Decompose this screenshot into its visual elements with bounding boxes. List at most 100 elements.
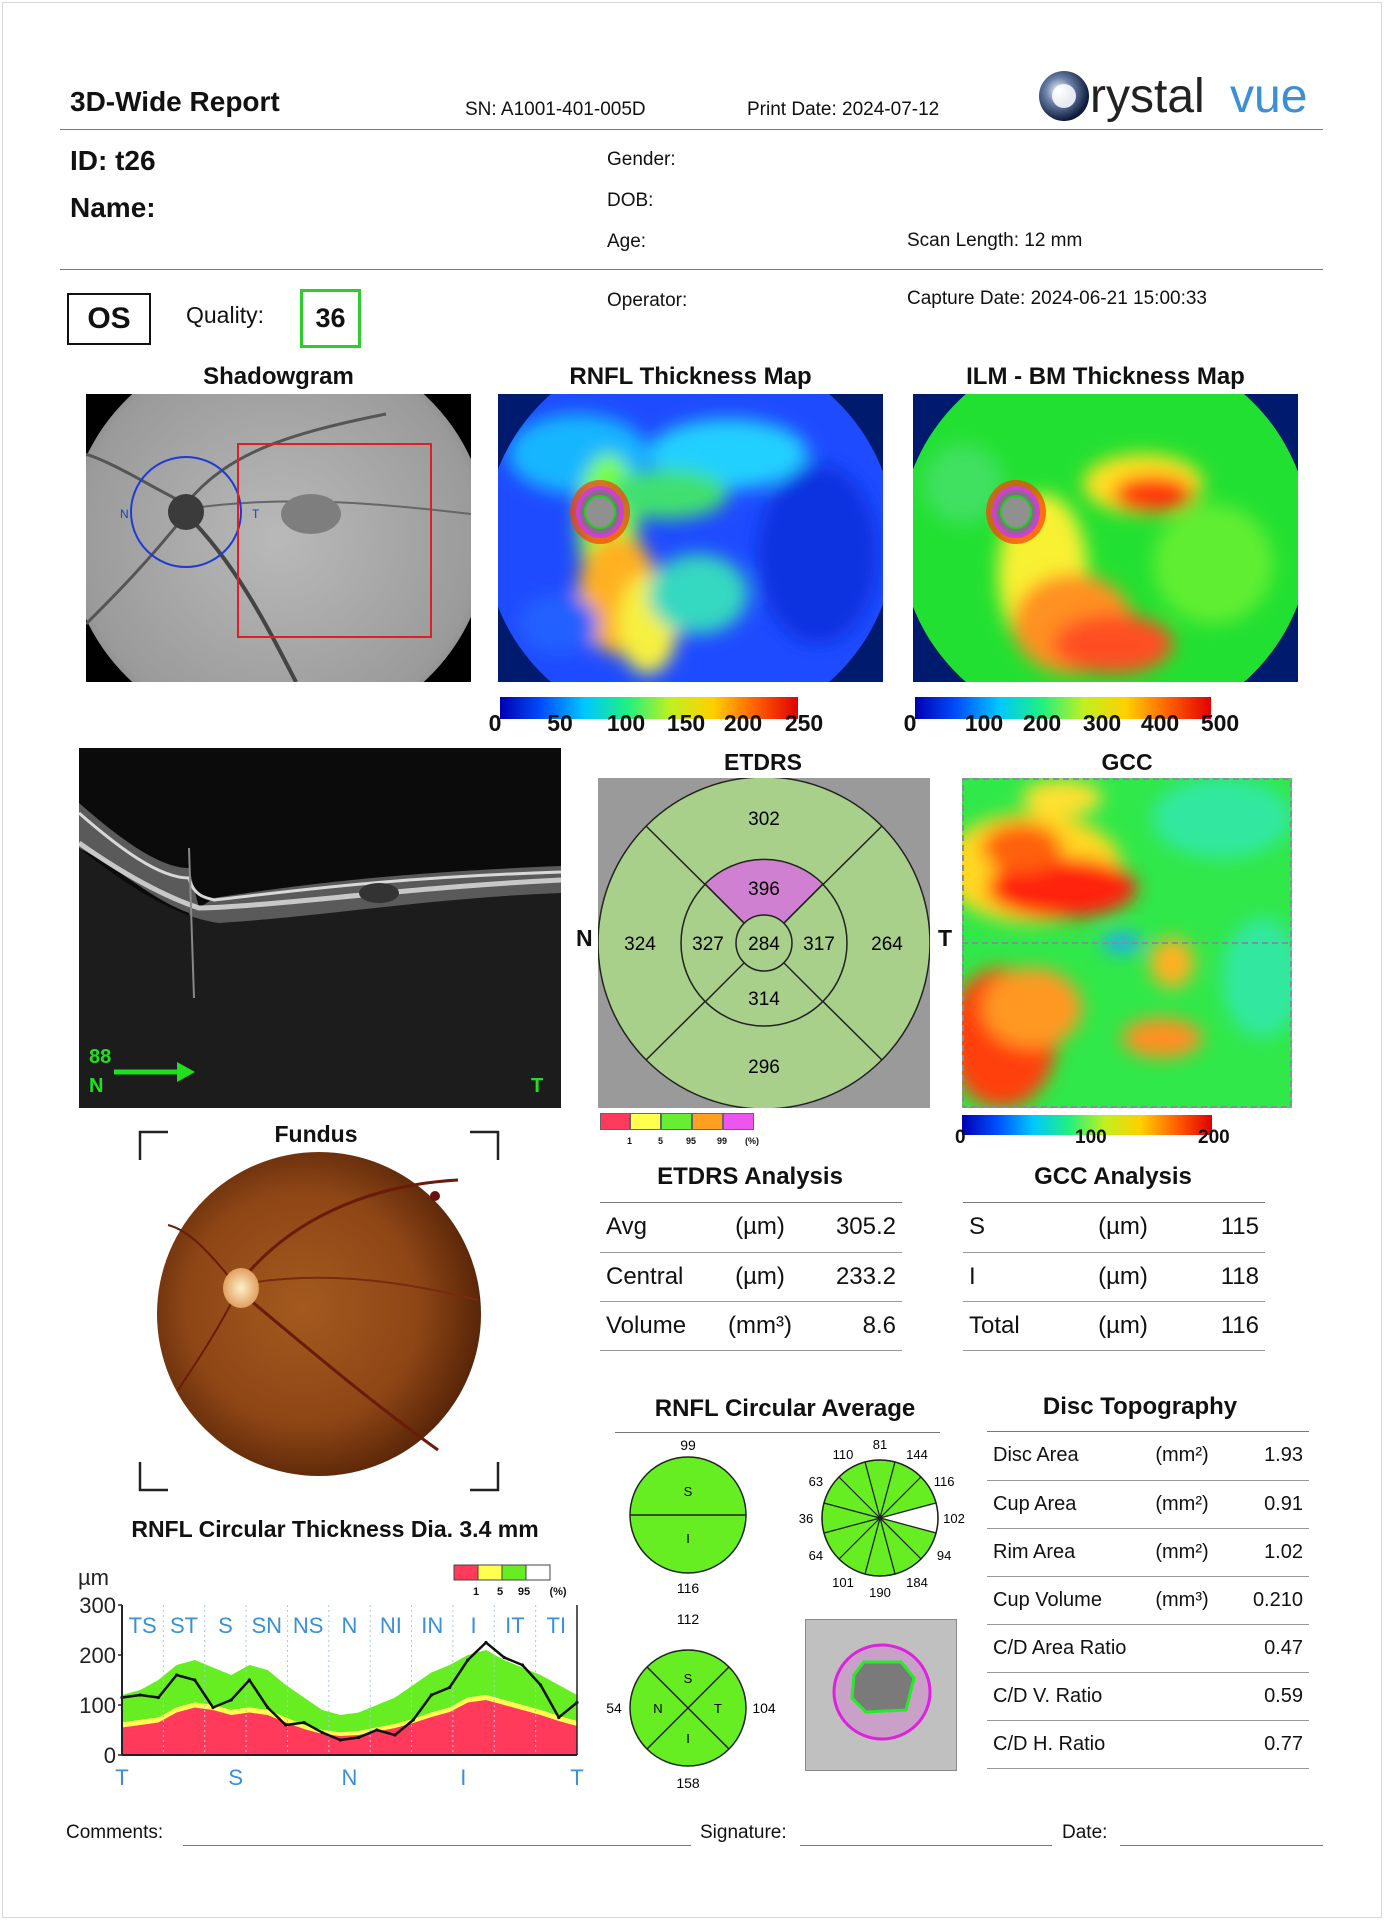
gcc-scale-label: 200 — [1198, 1127, 1230, 1148]
clock-hour-value: 190 — [869, 1585, 891, 1600]
clock-hour-value: 116 — [934, 1474, 955, 1489]
disc-row-unit: (mm²) — [1137, 1528, 1227, 1577]
ilm-map-title: ILM - BM Thickness Map — [966, 363, 1245, 390]
etdrs-row-name: Avg — [600, 1203, 710, 1253]
table-row: C/D V. Ratio 0.59 — [987, 1672, 1309, 1721]
legend-swatch — [525, 1564, 551, 1581]
rnfl-circular-average-title: RNFL Circular Average — [654, 1395, 916, 1422]
etdrs-row-value: 305.2 — [810, 1203, 902, 1253]
etdrs-legend-label: 95 — [686, 1136, 697, 1146]
rnfl-thickness-chart: µm 300 200 100 0 TS ST S SN NS N NI IN I IT TI T S N I T 1 5 95… — [62, 1555, 602, 1795]
quad-superior-value: 112 — [677, 1611, 700, 1627]
gcc-row-value: 115 — [1173, 1203, 1265, 1253]
crystalvue-logo: rystal vue — [1034, 64, 1324, 128]
gcc-title: GCC — [1101, 749, 1153, 775]
rnfl-scale-label: 200 — [723, 710, 763, 736]
patient-id: ID: t26 — [70, 145, 156, 176]
etdrs-row-value: 233.2 — [810, 1252, 902, 1302]
etdrs-row-unit: (µm) — [710, 1203, 810, 1253]
rnfl-scale-label: 250 — [784, 710, 824, 736]
svg-text:vue: vue — [1230, 70, 1307, 123]
gcc-row-name: I — [963, 1252, 1073, 1302]
etdrs-n-label: N — [576, 925, 593, 951]
clock-hour-value: 81 — [873, 1437, 887, 1452]
rnfl-point — [175, 1673, 179, 1677]
quality-label: Quality: — [186, 302, 264, 328]
gcc-row-unit: (µm) — [1073, 1301, 1173, 1351]
etdrs-inner-superior: 396 — [748, 879, 780, 900]
rnfl-thickness-map — [498, 394, 883, 682]
normal-band — [122, 1650, 577, 1733]
quad-i-label: I — [686, 1731, 690, 1746]
rnfl-point — [466, 1658, 470, 1662]
disc-row-name: Cup Volume — [987, 1576, 1137, 1625]
etdrs-row-unit: (mm³) — [710, 1301, 810, 1351]
gcc-row-name: Total — [963, 1301, 1073, 1351]
rnfl-point — [484, 1640, 488, 1645]
abnormal-band — [122, 1700, 577, 1755]
disc-row-name: Rim Area — [987, 1528, 1137, 1577]
eye-badge: OS — [67, 293, 151, 345]
disc-row-name: C/D V. Ratio — [987, 1672, 1227, 1721]
dob-label: DOB: — [607, 190, 654, 211]
rnfl-point — [411, 1718, 415, 1722]
etdrs-legend-label: 99 — [717, 1136, 728, 1146]
etdrs-legend-label: 5 — [658, 1136, 664, 1146]
hemi-s-label: S — [684, 1484, 693, 1499]
etdrs-row-unit: (µm) — [710, 1252, 810, 1302]
legend-swatch — [477, 1564, 503, 1581]
gcc-analysis-title: GCC Analysis — [1034, 1163, 1192, 1190]
quad-nasal-value: 54 — [606, 1700, 622, 1716]
ilm-bm-thickness-map — [913, 394, 1298, 682]
rnfl-map-title: RNFL Thickness Map — [569, 363, 812, 390]
table-row: Rim Area (mm²) 1.02 — [987, 1528, 1309, 1577]
disc-row-unit: (mm²) — [1137, 1480, 1227, 1529]
rnfl-quadrant-diagram: 112 54 104 158 S N T I — [600, 1605, 780, 1791]
clock-hour-value: 184 — [906, 1575, 928, 1590]
disc-topography-table: Disc Area (mm²) 1.93 Cup Area (mm²) 0.91 Rim… — [987, 1432, 1309, 1769]
signature-label: Signature: — [700, 1822, 787, 1843]
etdrs-outer-nasal: 324 — [624, 934, 656, 955]
table-row: C/D Area Ratio 0.47 — [987, 1624, 1309, 1673]
etdrs-legend-label: (%) — [745, 1136, 759, 1146]
ilm-scale-label: 300 — [1082, 710, 1122, 736]
ilm-scale-label: 400 — [1140, 710, 1180, 736]
y-tick-label: 0 — [104, 1743, 116, 1768]
ilm-scale-label: 200 — [1022, 710, 1062, 736]
rnfl-point — [557, 1715, 561, 1720]
bscan-t-label: T — [531, 1075, 543, 1097]
rnfl-scale-label: 50 — [547, 710, 573, 736]
gcc-map — [942, 778, 1302, 1108]
rnfl-point — [320, 1730, 324, 1735]
x-tick-label: I — [460, 1765, 466, 1790]
rnfl-colorbar-scale: 0 50 100 150 200 250 — [489, 710, 824, 742]
signature-line[interactable] — [800, 1845, 1052, 1846]
scan-length: Scan Length: 12 mm — [907, 230, 1083, 251]
rnfl-point — [138, 1693, 142, 1697]
clock-hour-value: 144 — [906, 1447, 928, 1462]
etdrs-outer-temporal: 264 — [871, 934, 903, 955]
table-row: Cup Area (mm²) 0.91 — [987, 1480, 1309, 1529]
sector-label: S — [218, 1613, 233, 1638]
legend-label: 95 — [518, 1586, 530, 1598]
operator-label: Operator: — [607, 290, 688, 311]
quad-t-label: T — [714, 1701, 722, 1716]
fundus-frame — [138, 1130, 500, 1492]
rnfl-colorbar — [500, 697, 798, 719]
etdrs-row-value: 8.6 — [810, 1301, 902, 1351]
etdrs-analysis-table: Avg (µm) 305.2 Central (µm) 233.2 Volume… — [600, 1203, 902, 1351]
clock-hour-value: 101 — [832, 1575, 854, 1590]
ilm-colorbar-scale: 0 100 200 300 400 500 — [904, 710, 1246, 742]
gcc-row-value: 116 — [1173, 1301, 1265, 1351]
comments-line[interactable] — [183, 1845, 691, 1846]
table-row: Cup Volume (mm³) 0.210 — [987, 1576, 1309, 1625]
disc-row-unit: (mm²) — [1137, 1432, 1227, 1481]
sector-label: SN — [251, 1613, 282, 1638]
table-row: Disc Area (mm²) 1.93 — [987, 1432, 1309, 1481]
age-label: Age: — [607, 231, 647, 252]
date-line[interactable] — [1120, 1845, 1323, 1846]
sector-label: ST — [170, 1613, 198, 1638]
rnfl-point — [284, 1723, 288, 1727]
sector-label: IN — [421, 1613, 443, 1638]
